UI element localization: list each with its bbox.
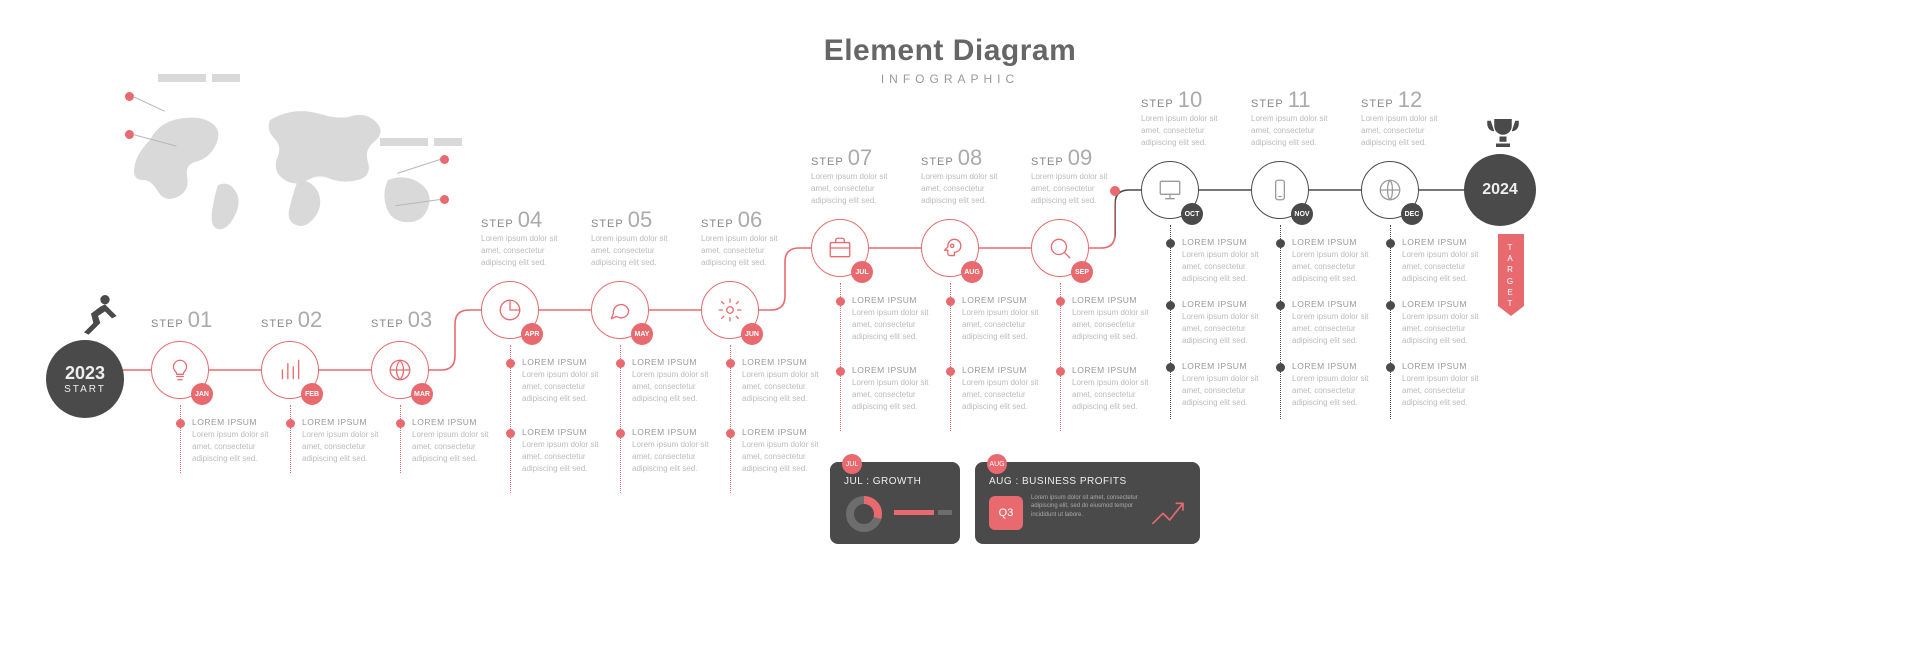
step-03-bullet-1: LOREM IPSUM (412, 417, 477, 427)
end-node: 2024 (1464, 154, 1536, 226)
step-11-bullet-1: LOREM IPSUM (1292, 237, 1357, 247)
month-JUN: JUN (741, 323, 763, 345)
step-07-bullet-2: LOREM IPSUM (852, 365, 917, 375)
step-06-bullet-1: LOREM IPSUM (742, 357, 807, 367)
step-08-bullet-2: LOREM IPSUM (962, 365, 1027, 375)
step-01-label: STEP01 (151, 307, 212, 333)
month-JUL: JUL (851, 261, 873, 283)
step-05-bullet-1: LOREM IPSUM (632, 357, 697, 367)
step-07-desc: Lorem ipsum dolor sit amet, consectetur … (811, 171, 906, 207)
step-09-bullet-2: LOREM IPSUM (1072, 365, 1137, 375)
step-12-bullet-1: LOREM IPSUM (1402, 237, 1467, 247)
step-09-desc: Lorem ipsum dolor sit amet, consectetur … (1031, 171, 1126, 207)
step-11-bullet-2: LOREM IPSUM (1292, 299, 1357, 309)
month-MAY: MAY (631, 323, 653, 345)
step-04-bullet-1: LOREM IPSUM (522, 357, 587, 367)
step-02-bullet-1: LOREM IPSUM (302, 417, 367, 427)
step-02-label: STEP02 (261, 307, 322, 333)
month-OCT: OCT (1181, 203, 1203, 225)
step-11-desc: Lorem ipsum dolor sit amet, consectetur … (1251, 113, 1346, 149)
step-04-label: STEP04 (481, 207, 542, 233)
step-12-label: STEP12 (1361, 87, 1422, 113)
target-ribbon: TARGET (1498, 234, 1524, 306)
step-12-bullet-2: LOREM IPSUM (1402, 299, 1467, 309)
step-08-desc: Lorem ipsum dolor sit amet, consectetur … (921, 171, 1016, 207)
step-12-bullet-3: LOREM IPSUM (1402, 361, 1467, 371)
month-AUG: AUG (961, 261, 983, 283)
step-11-label: STEP11 (1251, 87, 1311, 113)
start-node: 2023START (46, 340, 124, 418)
step-08-label: STEP08 (921, 145, 982, 171)
step-01-bullet-1: LOREM IPSUM (192, 417, 257, 427)
step-03-label: STEP03 (371, 307, 432, 333)
step-05-desc: Lorem ipsum dolor sit amet, consectetur … (591, 233, 686, 269)
step-05-label: STEP05 (591, 207, 652, 233)
step-10-bullet-1: LOREM IPSUM (1182, 237, 1247, 247)
step-04-desc: Lorem ipsum dolor sit amet, consectetur … (481, 233, 576, 269)
month-SEP: SEP (1071, 261, 1093, 283)
step-06-bullet-2: LOREM IPSUM (742, 427, 807, 437)
card-JUL: JULJUL : GROWTH (830, 462, 960, 544)
step-06-desc: Lorem ipsum dolor sit amet, consectetur … (701, 233, 796, 269)
step-05-bullet-2: LOREM IPSUM (632, 427, 697, 437)
step-10-label: STEP10 (1141, 87, 1202, 113)
month-FEB: FEB (301, 383, 323, 405)
month-MAR: MAR (411, 383, 433, 405)
step-09-label: STEP09 (1031, 145, 1092, 171)
step-07-bullet-1: LOREM IPSUM (852, 295, 917, 305)
step-06-label: STEP06 (701, 207, 762, 233)
month-JAN: JAN (191, 383, 213, 405)
month-NOV: NOV (1291, 203, 1313, 225)
month-APR: APR (521, 323, 543, 345)
step-11-bullet-3: LOREM IPSUM (1292, 361, 1357, 371)
card-AUG: AUGAUG : BUSINESS PROFITSQ3 Lorem ipsum … (975, 462, 1200, 544)
step-10-bullet-3: LOREM IPSUM (1182, 361, 1247, 371)
step-07-label: STEP07 (811, 145, 872, 171)
step-09-bullet-1: LOREM IPSUM (1072, 295, 1137, 305)
month-DEC: DEC (1401, 203, 1423, 225)
step-10-desc: Lorem ipsum dolor sit amet, consectetur … (1141, 113, 1236, 149)
step-08-bullet-1: LOREM IPSUM (962, 295, 1027, 305)
step-10-bullet-2: LOREM IPSUM (1182, 299, 1247, 309)
step-04-bullet-2: LOREM IPSUM (522, 427, 587, 437)
step-12-desc: Lorem ipsum dolor sit amet, consectetur … (1361, 113, 1456, 149)
